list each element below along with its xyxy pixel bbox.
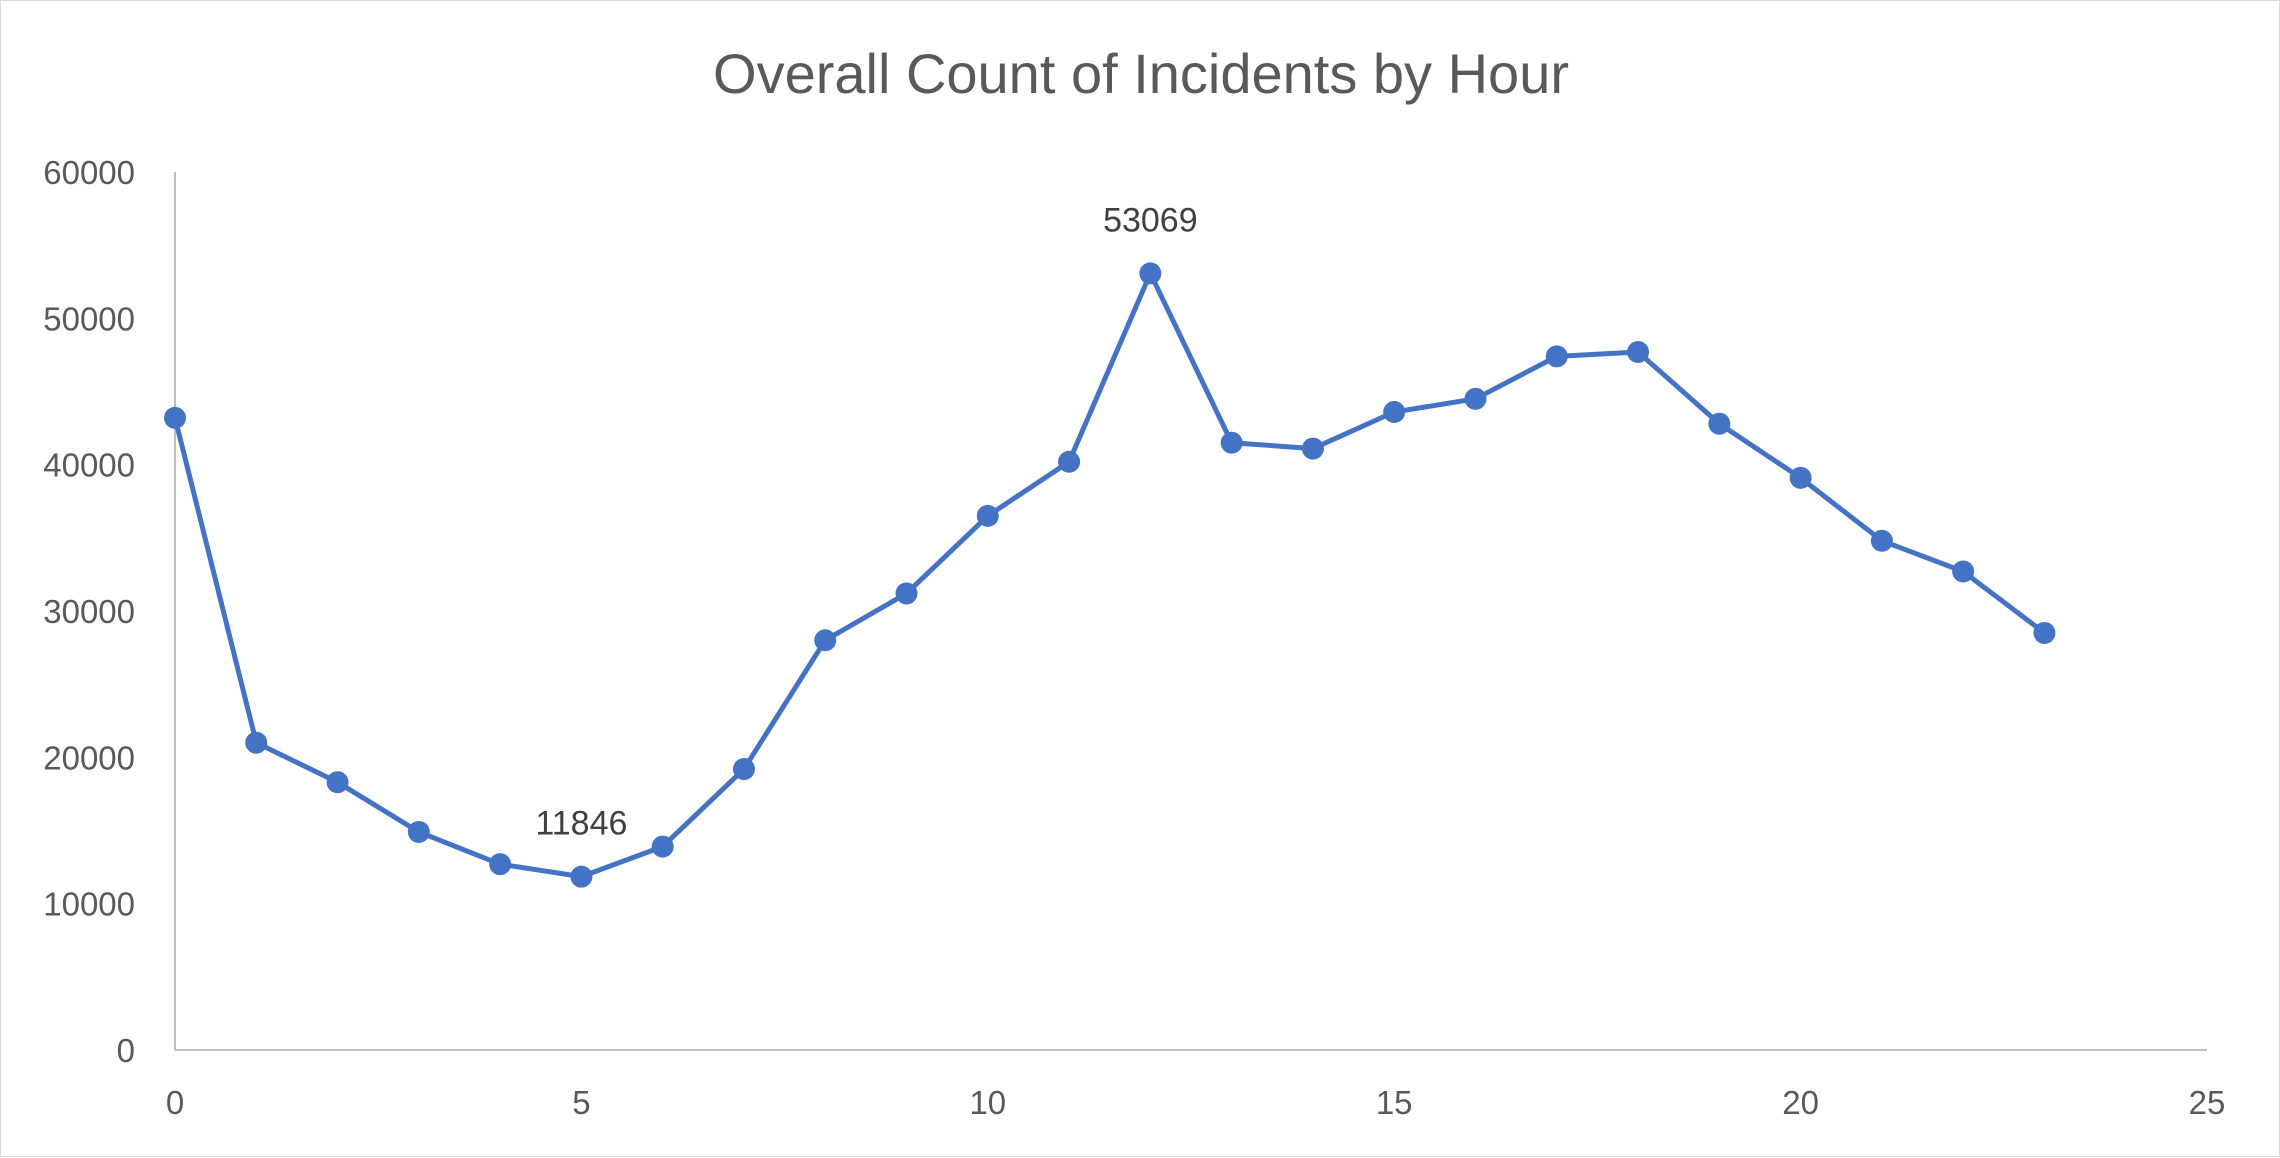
y-tick-label: 0 [117, 1032, 135, 1069]
data-point [1545, 345, 1568, 368]
data-point [164, 406, 186, 429]
x-tick-label: 10 [969, 1084, 1006, 1121]
x-tick-label: 5 [572, 1084, 590, 1121]
data-labels: 11846 53069 [535, 201, 1197, 842]
x-tick-label: 20 [1782, 1084, 1819, 1121]
data-point [1139, 262, 1162, 285]
data-point [245, 731, 268, 754]
data-point [895, 582, 918, 605]
data-point [976, 504, 999, 527]
data-point [1789, 466, 1812, 489]
y-tick-label: 40000 [43, 447, 135, 484]
data-point [1464, 387, 1487, 410]
data-point [2033, 621, 2056, 644]
y-tick-label: 10000 [43, 886, 135, 923]
data-label: 53069 [1103, 201, 1198, 239]
data-point [814, 629, 837, 652]
x-tick-label: 15 [1376, 1084, 1413, 1121]
x-axis-ticks: 0 5 10 15 20 25 [166, 1084, 2226, 1121]
y-tick-label: 50000 [43, 300, 135, 337]
y-axis-ticks: 0 10000 20000 30000 40000 50000 60000 [43, 154, 135, 1069]
data-point [1301, 437, 1324, 460]
chart-title: Overall Count of Incidents by Hour [713, 42, 1569, 105]
data-point [1708, 412, 1731, 435]
y-tick-label: 60000 [43, 154, 135, 191]
data-point [407, 820, 430, 843]
x-tick-label: 25 [2189, 1084, 2226, 1121]
data-point [1383, 400, 1406, 423]
data-point [326, 771, 349, 794]
data-point [1220, 431, 1243, 454]
series-group [164, 262, 2056, 888]
data-point [1627, 340, 1650, 363]
data-point [570, 865, 593, 888]
data-point [732, 758, 755, 781]
data-point [489, 853, 512, 876]
data-point [1870, 529, 1893, 552]
data-point [651, 835, 674, 858]
data-point [1058, 450, 1081, 473]
y-tick-label: 30000 [43, 593, 135, 630]
y-tick-label: 20000 [43, 739, 135, 776]
data-point [1952, 560, 1975, 583]
series-line [172, 270, 2047, 880]
data-label: 11846 [535, 805, 627, 843]
x-tick-label: 0 [166, 1084, 184, 1121]
